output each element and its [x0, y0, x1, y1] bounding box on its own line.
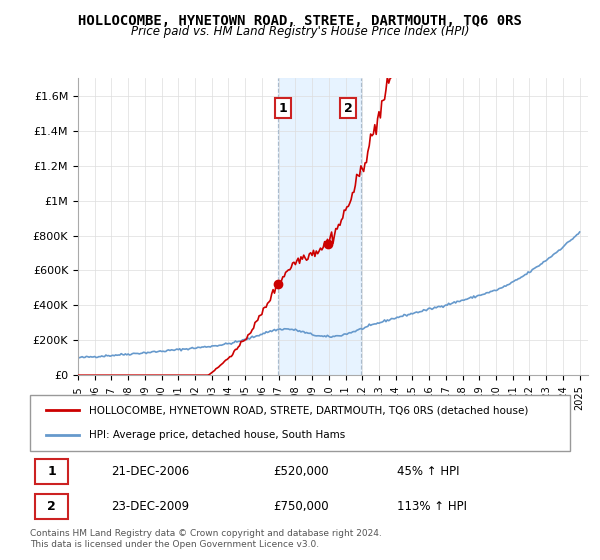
- Text: 23-DEC-2009: 23-DEC-2009: [111, 500, 189, 512]
- Text: 2: 2: [344, 101, 352, 115]
- Text: HPI: Average price, detached house, South Hams: HPI: Average price, detached house, Sout…: [89, 430, 346, 440]
- Text: £520,000: £520,000: [273, 465, 329, 478]
- Text: £750,000: £750,000: [273, 500, 329, 512]
- FancyBboxPatch shape: [35, 459, 68, 484]
- Bar: [278, 78, 361, 375]
- Text: Contains HM Land Registry data © Crown copyright and database right 2024.
This d: Contains HM Land Registry data © Crown c…: [30, 529, 382, 549]
- Text: 2: 2: [47, 500, 56, 512]
- Text: HOLLOCOMBE, HYNETOWN ROAD, STRETE, DARTMOUTH, TQ6 0RS: HOLLOCOMBE, HYNETOWN ROAD, STRETE, DARTM…: [78, 14, 522, 28]
- Text: 113% ↑ HPI: 113% ↑ HPI: [397, 500, 467, 512]
- Text: Price paid vs. HM Land Registry's House Price Index (HPI): Price paid vs. HM Land Registry's House …: [131, 25, 469, 38]
- Text: 1: 1: [47, 465, 56, 478]
- FancyBboxPatch shape: [35, 493, 68, 519]
- Text: HOLLOCOMBE, HYNETOWN ROAD, STRETE, DARTMOUTH, TQ6 0RS (detached house): HOLLOCOMBE, HYNETOWN ROAD, STRETE, DARTM…: [89, 405, 529, 416]
- FancyBboxPatch shape: [30, 395, 570, 451]
- Text: 21-DEC-2006: 21-DEC-2006: [111, 465, 189, 478]
- Text: 1: 1: [278, 101, 287, 115]
- Text: 45% ↑ HPI: 45% ↑ HPI: [397, 465, 460, 478]
